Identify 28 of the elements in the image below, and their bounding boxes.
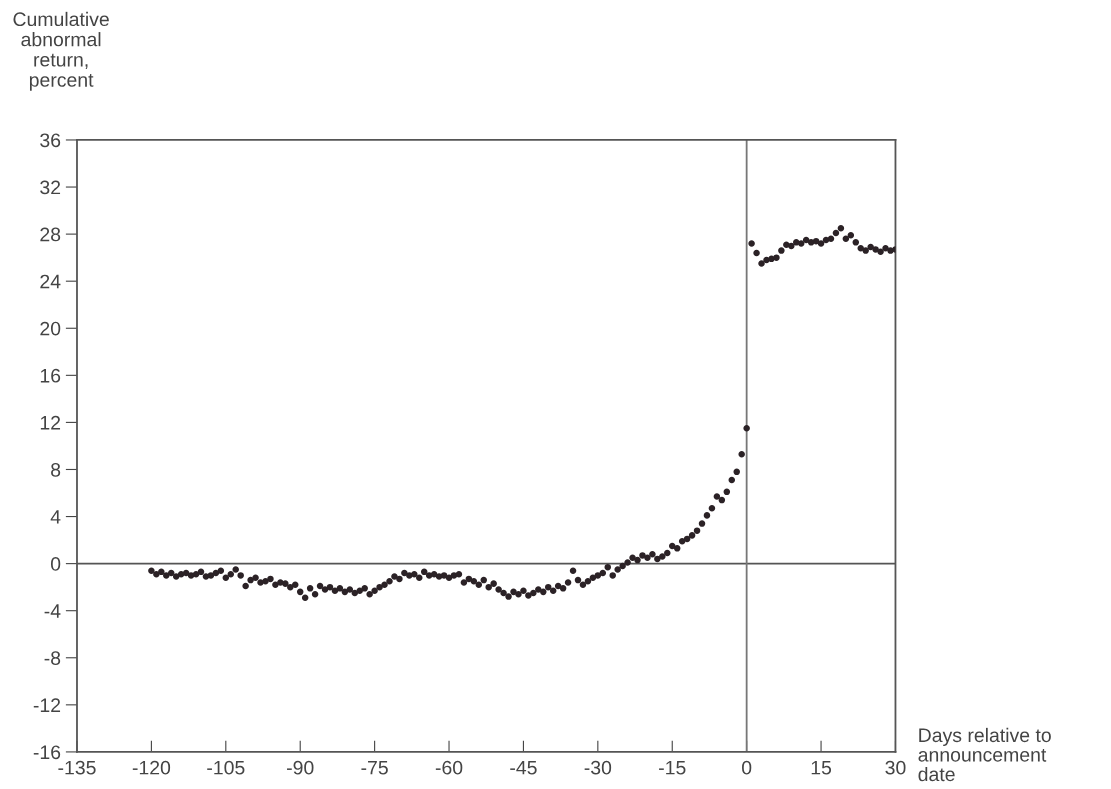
x-tick-label: -135 [58,760,96,775]
y-tick-label: 8 [51,462,61,477]
y-tick-label: 32 [40,180,61,195]
x-tick-label: -90 [287,760,314,775]
x-tick-label: 0 [742,760,752,775]
y-tick-label: 28 [40,227,61,242]
y-tick-label: 12 [40,415,61,430]
y-tick-label: 0 [50,557,61,571]
x-tick-label: 15 [811,760,832,775]
x-tick-label: -30 [584,760,612,775]
x-axis-title: Days relative to announcement date [918,727,1051,782]
y-tick-label: 4 [50,510,61,524]
y-axis-title: Cumulative abnormal return, percent [13,11,109,91]
y-tick-label: -16 [33,745,61,760]
x-tick-label: -105 [207,760,245,775]
x-tick-label: -120 [132,760,171,775]
y-tick-label: -12 [33,698,61,712]
y-tick-label: -8 [44,651,61,666]
y-tick-label: 24 [40,274,61,289]
y-tick-label: 36 [40,133,61,148]
x-tick-label: -45 [510,760,537,775]
x-tick-label: 30 [885,760,906,775]
y-tick-label: -4 [44,604,61,618]
y-tick-label: 20 [40,321,61,336]
x-tick-label: -60 [435,760,463,775]
x-tick-label: -15 [659,760,686,775]
x-tick-label: -75 [361,760,388,775]
y-tick-label: 16 [40,368,61,383]
